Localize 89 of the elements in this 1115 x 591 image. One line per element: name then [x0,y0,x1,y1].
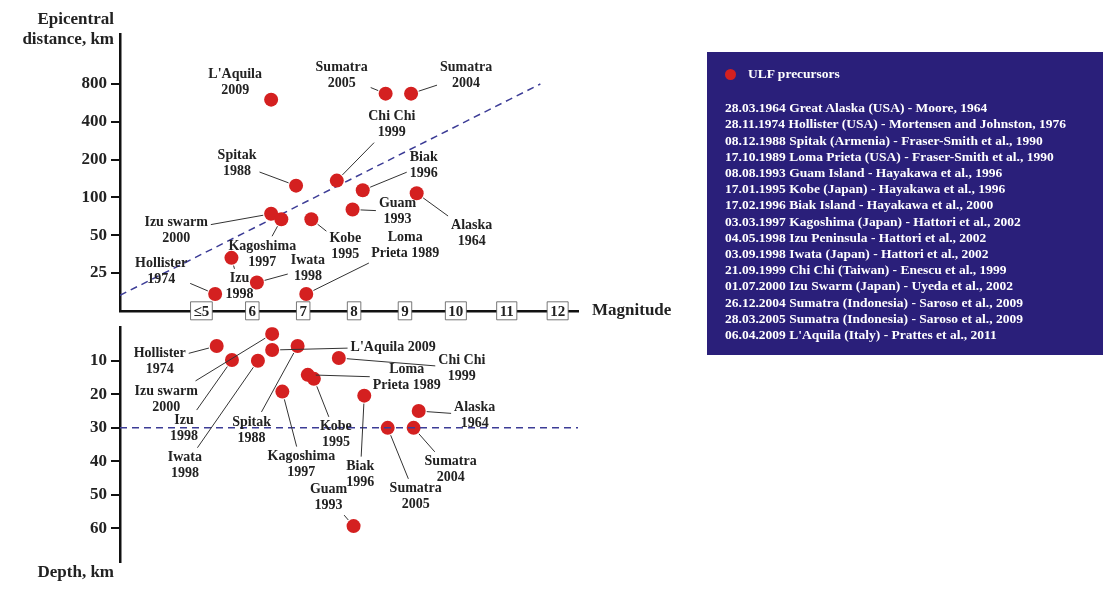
y-tick-label: 200 [81,148,107,168]
text: 06.04.2009 L'Aquila (Italy) - Prattes et al., 2011 [725,327,998,344]
annotation: Kobe 1995 [319,418,352,450]
text: 17.02.1996 Biak Island - Hayakawa et al., 2000 [725,197,995,214]
point [329,173,344,188]
y-tick-label: 400 [81,111,107,131]
text: 01.07.2000 Izu Swarm (Japan) - Uyeda et al., 2002 [725,278,1014,295]
point [411,404,426,419]
point [275,384,290,399]
y-tick-label: 60 [90,517,107,537]
point [265,343,280,358]
point [249,275,264,290]
y-tick-label: 800 [81,73,107,93]
text: 26.12.2004 Sumatra (Indonesia) - Saroso et al., 2009 [725,294,1024,311]
legend-label: ULF precursors [748,66,840,83]
text: 08.12.1988 Spitak (Armenia) - Fraser-Smith et al., 1990 [725,132,1044,149]
annotation: Spitak 1988 [232,413,272,445]
text: 28.11.1974 Hollister (USA) - Mortensen and Johnston, 1976 [725,116,1067,133]
annotation: Biak 1996 [409,148,438,180]
y-axis-title: Epicentral distance, km [22,9,115,49]
point [250,353,265,368]
point [331,351,346,366]
point [264,206,279,221]
x-tick-label: ≤5 [193,302,210,319]
annotation: Izu 1998 [225,270,254,302]
annotation: Spitak 1988 [217,147,257,179]
annotation: Izu swarm 2000 [134,382,199,414]
annotation: Biak 1996 [346,458,375,490]
annotation: L'Aquila 2009 [350,338,436,354]
x-tick-label: 10 [448,302,464,319]
annotation: Alaska 1964 [451,216,493,248]
point [274,212,289,227]
x-tick-label: 6 [248,302,257,319]
point [208,287,223,302]
annotation: Sumatra 2004 [440,59,493,91]
text: 04.05.1998 Izu Peninsula - Hattori et al., 2002 [725,229,988,247]
annotation: Iwata 1998 [167,449,203,481]
annotation: Loma Prieta 1989 [371,228,440,260]
annotation: Kobe 1995 [329,229,362,261]
point [209,338,224,353]
point [346,519,361,534]
point [378,86,393,101]
point [289,178,304,193]
text: 17.10.1989 Loma Prieta (USA) - Fraser-Smith et al., 1990 [725,148,1055,166]
annotation: Sumatra 2005 [315,59,368,91]
point [355,183,370,198]
annotation: Guam 1993 [309,480,348,512]
x-tick-label: 11 [499,302,514,319]
x-tick-label: 8 [350,302,358,319]
y-tick-label: 30 [90,417,107,437]
y-tick-label: 20 [90,383,107,403]
text: 03.03.1997 Kagoshima (Japan) - Hattori et al., 2002 [725,213,1022,230]
y-tick-label: 40 [90,450,107,470]
text: 21.09.1999 Chi Chi (Taiwan) - Enescu et al., 1999 [725,262,1008,279]
y-tick-label: 100 [81,186,107,206]
point [290,338,305,353]
annotation: Izu swarm 2000 [144,214,209,246]
point [404,86,419,101]
annotation: Chi Chi 1999 [368,108,416,140]
point [357,388,372,403]
x-tick-label: 7 [299,302,308,319]
y-tick-label: 50 [90,224,107,244]
y-axis-title: Depth, km [37,562,114,582]
point [264,92,279,107]
annotation: Kagoshima 1997 [267,448,336,480]
annotation: Hollister 1974 [133,344,186,376]
text: 17.01.1995 Kobe (Japan) - Hayakawa et al., 1996 [725,181,1007,198]
text: 03.09.1998 Iwata (Japan) - Hattori et al., 2002 [725,246,990,263]
point [265,327,280,341]
annotation: L'Aquila 2009 [208,66,262,98]
y-tick-label: 50 [90,484,107,504]
point [304,212,319,227]
x-tick-label: 9 [401,302,409,319]
point [345,202,360,217]
point [299,287,314,302]
y-tick-label: 10 [90,350,107,370]
text: 28.03.2005 Sumatra (Indonesia) - Saroso et al., 2009 [725,310,1024,328]
annotation: Iwata 1998 [290,252,326,284]
annotation: Hollister 1974 [135,254,188,286]
x-axis-title: Magnitude [592,300,672,320]
point [306,371,321,386]
annotation: Guam 1993 [378,195,417,227]
annotation: Sumatra 2005 [389,480,442,512]
annotation: Alaska 1964 [454,398,496,430]
annotation: Izu 1998 [169,411,198,443]
y-tick-label: 25 [90,262,107,282]
x-tick-label: 12 [550,302,566,319]
text: 08.08.1993 Guam Island - Hayakawa et al., 1996 [725,165,1004,182]
text: 28.03.1964 Great Alaska (USA) - Moore, 1964 [725,100,989,117]
